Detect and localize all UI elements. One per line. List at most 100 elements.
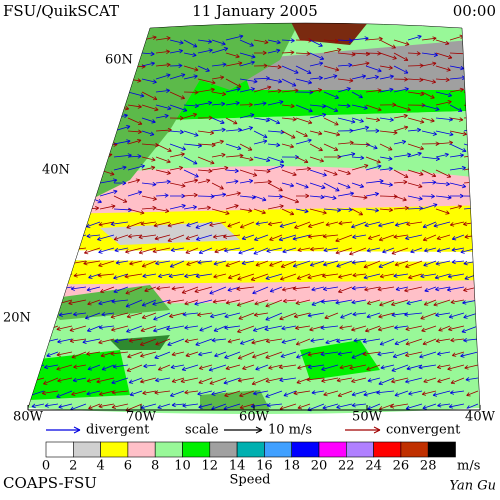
wind-arrow xyxy=(113,139,131,145)
wind-arrow xyxy=(57,191,73,197)
wind-arrow xyxy=(466,390,479,397)
wind-arrow xyxy=(252,286,269,295)
wind-arrow xyxy=(128,233,143,239)
colorbar-box xyxy=(127,441,156,458)
wind-arrow xyxy=(197,48,213,54)
wind-arrow xyxy=(295,130,308,137)
wind-arrow xyxy=(253,101,267,106)
wind-arrow xyxy=(267,182,283,192)
wind-arrow xyxy=(250,273,269,281)
wind-arrow xyxy=(71,76,91,81)
wind-arrow xyxy=(394,325,409,330)
wind-arrow xyxy=(422,338,437,346)
wind-arrow xyxy=(152,247,171,254)
wind-arrow xyxy=(169,91,186,100)
wind-arrow xyxy=(267,221,283,227)
wind-arrow xyxy=(85,39,99,45)
wind-arrow xyxy=(422,234,437,242)
wind-arrow xyxy=(57,101,73,107)
wind-arrow xyxy=(323,117,339,126)
wind-arrow xyxy=(197,115,213,121)
wind-arrow xyxy=(32,234,45,241)
wind-arrow xyxy=(211,192,227,197)
wind-arrow xyxy=(71,168,90,174)
wind-arrow xyxy=(279,221,297,228)
wind-arrow xyxy=(281,169,297,177)
wind-arrow xyxy=(141,104,159,112)
wind-arrow xyxy=(194,299,213,306)
wind-arrow xyxy=(389,403,409,409)
wind-arrow xyxy=(43,130,58,136)
wind-arrow xyxy=(379,207,394,213)
wind-arrow xyxy=(71,112,89,119)
wind-arrow xyxy=(238,312,255,320)
wind-arrow xyxy=(297,403,311,410)
wind-arrow xyxy=(239,60,255,67)
wind-arrow xyxy=(99,112,113,119)
wind-arrow xyxy=(87,299,101,306)
wind-arrow xyxy=(436,247,451,253)
wind-arrow xyxy=(393,65,409,74)
wind-arrow xyxy=(224,312,241,319)
wind-arrow xyxy=(351,104,368,110)
wind-arrow xyxy=(113,165,127,171)
wind-arrow xyxy=(320,325,339,330)
wind-arrow xyxy=(253,208,266,215)
wind-arrow xyxy=(225,61,243,67)
wind-arrow xyxy=(295,104,313,113)
wind-arrow xyxy=(225,179,239,184)
wind-arrow xyxy=(379,87,394,93)
wind-arrow xyxy=(141,130,155,136)
wind-arrow xyxy=(113,286,129,294)
wind-arrow xyxy=(71,390,87,397)
wind-arrow xyxy=(365,164,382,171)
wind-arrow xyxy=(110,221,129,227)
wind-arrow xyxy=(113,39,130,44)
scale-value: 10 m/s xyxy=(268,423,312,438)
wind-arrow xyxy=(477,65,480,73)
wind-arrow xyxy=(337,62,353,68)
wind-arrow xyxy=(28,260,45,267)
wind-arrow xyxy=(251,338,269,345)
wind-arrow xyxy=(71,351,87,359)
wind-arrow xyxy=(338,220,353,226)
band xyxy=(28,250,480,262)
wind-arrow xyxy=(43,117,60,126)
colorbar-tick-label: 24 xyxy=(365,459,382,474)
wind-arrow xyxy=(447,273,465,279)
wind-arrow xyxy=(141,61,155,67)
wind-arrow xyxy=(405,234,423,241)
wind-arrow xyxy=(183,205,197,210)
wind-arrow xyxy=(155,62,171,68)
wind-arrow xyxy=(180,377,199,384)
wind-arrow xyxy=(197,260,213,265)
wind-arrow xyxy=(29,100,47,106)
wind-arrow xyxy=(337,182,351,189)
wind-arrow xyxy=(391,299,409,307)
wind-arrow xyxy=(460,351,479,358)
wind-arrow xyxy=(213,273,227,279)
wind-arrow xyxy=(69,338,87,344)
wind-arrow xyxy=(28,247,31,253)
wind-arrow xyxy=(211,47,229,54)
colorbar-box xyxy=(318,441,347,458)
wind-arrow xyxy=(407,169,424,176)
wind-arrow xyxy=(183,130,199,137)
wind-arrow xyxy=(86,221,101,228)
wind-arrow xyxy=(340,312,353,319)
wind-arrow xyxy=(292,286,311,291)
wind-arrow xyxy=(127,154,142,159)
wind-arrow xyxy=(408,273,423,280)
wind-arrow xyxy=(253,39,269,45)
wind-arrow xyxy=(71,52,90,59)
wind-arrow xyxy=(446,286,465,292)
wind-arrow xyxy=(73,364,87,369)
wind-arrow xyxy=(113,76,128,81)
wind-arrow xyxy=(57,207,74,212)
wind-arrow xyxy=(212,234,227,239)
wind-arrow xyxy=(393,113,408,119)
wind-arrow xyxy=(155,156,171,164)
wind-arrow xyxy=(167,234,185,243)
wind-arrow xyxy=(464,364,479,370)
wind-arrow xyxy=(281,65,299,74)
